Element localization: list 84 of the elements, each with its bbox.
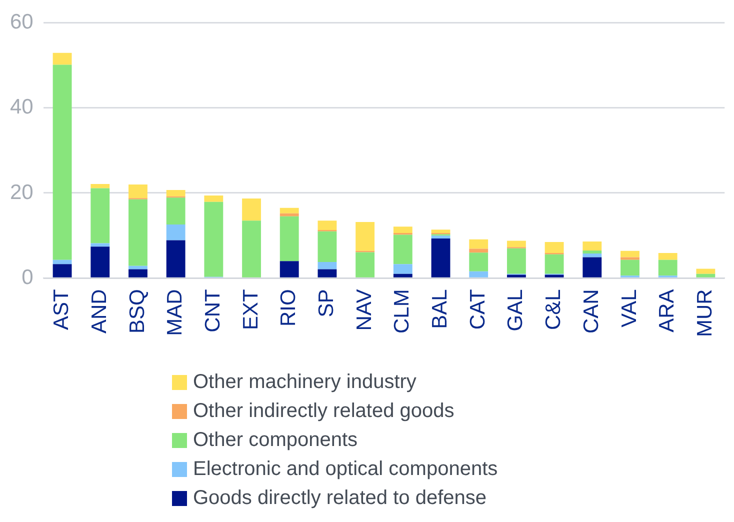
bar [90,184,110,188]
bar [128,199,148,266]
x-tick-label: RIO [277,289,300,327]
bar [431,238,450,278]
x-tick-label: MUR [693,289,716,338]
bar [318,220,337,230]
bar [280,213,299,216]
legend-label: Other machinery industry [193,371,416,394]
bar [393,274,412,278]
bar [696,274,716,278]
x-tick-label: ARA [656,289,679,332]
bar [582,257,602,278]
legend-label: Electronic and optical components [193,458,498,481]
bar [318,269,337,278]
x-tick-label: CAN [580,289,603,334]
y-tick-label: 40 [10,96,34,119]
bar [469,271,488,278]
bar [620,260,640,276]
bar [166,224,186,240]
bar [393,226,412,234]
legend-label: Other components [193,429,358,452]
bar [696,268,716,274]
bar [544,254,564,274]
bar [393,264,412,274]
bar [128,269,148,278]
bar [582,253,602,258]
bar [318,231,337,262]
bar [506,240,526,248]
bar [544,242,564,254]
legend-label: Other indirectly related goods [193,400,454,423]
bar [658,260,678,276]
bar [166,198,186,225]
x-tick-label: AND [88,289,111,334]
bar [128,184,148,198]
x-tick-label: GAL [504,289,528,332]
bar [620,257,640,260]
x-tick-label: CAT [466,289,490,330]
x-tick-label: MAD [164,289,187,336]
bar [280,261,299,278]
bar [469,239,488,249]
y-tick-label: 60 [10,10,34,34]
legend-label: Goods directly related to defense [193,487,487,510]
bar [204,196,224,202]
bar [506,274,526,278]
x-tick-label: BAL [428,289,452,329]
bar [242,198,261,221]
x-tick-label: C&L [542,289,566,330]
bar [469,248,488,253]
bar [90,188,110,244]
bar [242,220,261,278]
bar [393,234,412,264]
bar [52,52,72,65]
bar [506,248,526,274]
x-tick-label: AST [50,289,74,330]
x-tick-label: EXT [239,289,262,330]
bar [469,252,488,272]
bar [166,190,186,196]
bar [280,216,299,262]
bar [356,222,375,251]
bar [658,253,678,260]
bar [318,262,337,270]
x-tick-label: CLM [390,289,414,334]
bar [620,250,640,258]
x-tick-label: SP [315,289,338,318]
bar [90,243,110,247]
bar [52,260,72,264]
x-tick-label: NAV [352,289,376,331]
bar [204,202,224,277]
bar [52,64,72,260]
bar [166,240,186,278]
y-tick-label: 20 [10,180,34,204]
bar [582,250,602,254]
x-tick-label: VAL [618,289,641,328]
bar [280,208,299,214]
bar [90,246,110,278]
bar [356,252,375,278]
x-tick-label: BSQ [126,289,149,334]
bar [431,230,450,234]
bar [582,242,602,250]
x-tick-label: CNT [201,289,224,332]
y-tick-label: 0 [22,266,34,289]
bar [52,264,72,278]
bar [431,236,450,239]
bar [544,274,564,278]
